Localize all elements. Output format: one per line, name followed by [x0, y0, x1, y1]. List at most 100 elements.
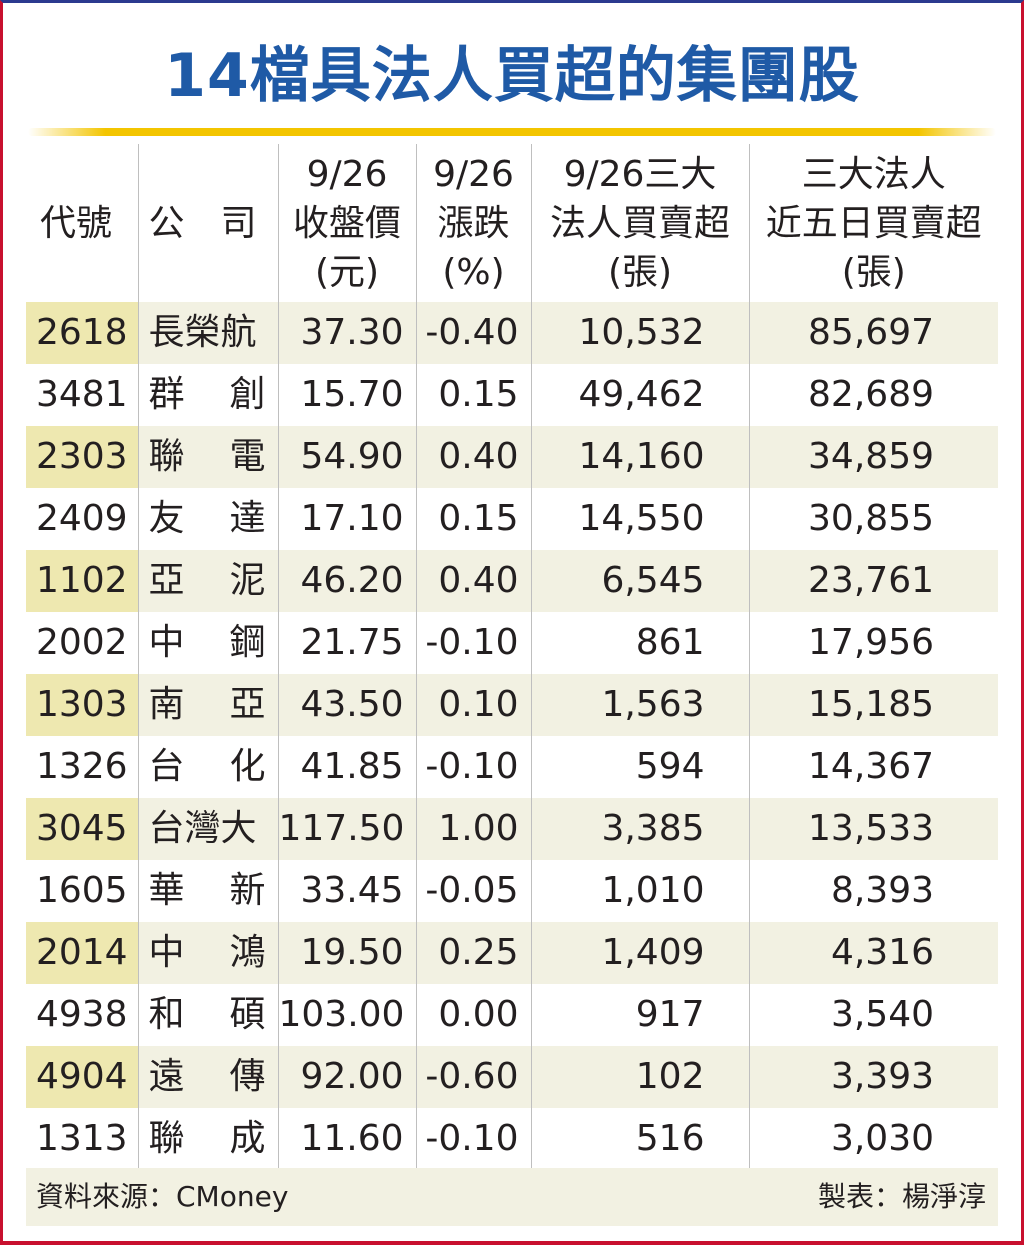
- company-name-part: 鴻: [229, 932, 266, 973]
- company-name: 遠傳: [138, 1046, 279, 1108]
- change-pct: 0.40: [416, 426, 532, 488]
- company-name: 友達: [138, 488, 279, 550]
- header-company: 公 司: [138, 144, 279, 302]
- institutional-net: 516: [531, 1108, 750, 1170]
- header-line: (張): [841, 251, 906, 293]
- table-header-row: 代號 公 司 9/26 收盤價 (元) 9/26 漲跌 (%) 9/26三大 法…: [26, 144, 998, 302]
- company-name: 亞泥: [138, 550, 279, 612]
- company-name-part: 台灣大: [148, 808, 257, 849]
- five-day-net: 85,697: [749, 302, 998, 364]
- header-line: (元): [314, 251, 380, 293]
- institutional-net: 1,563: [531, 674, 750, 736]
- institutional-net: 3,385: [531, 798, 750, 860]
- company-name-part: 電: [229, 436, 266, 477]
- company-name-part: 泥: [229, 560, 266, 601]
- close-price: 41.85: [278, 736, 417, 798]
- table-row: 3045 台灣大 117.50 1.00 3,385 13,533: [26, 798, 998, 860]
- stock-code: 4904: [26, 1046, 139, 1108]
- close-price: 33.45: [278, 860, 417, 922]
- header-line: 9/26: [306, 153, 388, 195]
- header-close-price: 9/26 收盤價 (元): [278, 144, 417, 302]
- company-name-part: 新: [229, 870, 266, 911]
- header-company-char: 司: [220, 202, 257, 244]
- table-row: 2618 長榮航 37.30 -0.40 10,532 85,697: [26, 302, 998, 364]
- stock-code: 1605: [26, 860, 139, 922]
- company-name-part: 創: [229, 374, 266, 415]
- five-day-net: 13,533: [749, 798, 998, 860]
- header-line: 9/26: [433, 153, 514, 195]
- table-row: 1313 聯成 11.60 -0.10 516 3,030: [26, 1108, 998, 1170]
- company-name-part: 碩: [229, 994, 266, 1035]
- table-row: 1326 台化 41.85 -0.10 594 14,367: [26, 736, 998, 798]
- header-line: 漲跌: [437, 202, 510, 244]
- table-row: 2303 聯電 54.90 0.40 14,160 34,859: [26, 426, 998, 488]
- five-day-net: 23,761: [749, 550, 998, 612]
- company-name: 台化: [138, 736, 279, 798]
- five-day-net: 82,689: [808, 374, 934, 415]
- table-row: 2014 中鴻 19.50 0.25 1,409 4,316: [26, 922, 998, 984]
- stock-code: 1313: [26, 1108, 139, 1170]
- header-code: 代號: [26, 144, 139, 302]
- company-name-part: 鋼: [229, 622, 266, 663]
- five-day-net: 14,367: [808, 746, 934, 787]
- company-name-part: 長榮航: [148, 312, 257, 353]
- change-pct: 0.40: [416, 550, 532, 612]
- company-name-part: 中: [148, 932, 185, 973]
- change-pct: -0.40: [416, 302, 532, 364]
- stock-code: 2618: [26, 302, 139, 364]
- company-name-part: 群: [148, 374, 185, 415]
- institutional-net: 49,462: [531, 364, 750, 426]
- company-name: 群創: [138, 364, 279, 426]
- company-name: 中鋼: [138, 612, 279, 674]
- company-name-part: 化: [229, 746, 266, 787]
- table-row: 1303 南亞 43.50 0.10 1,563 15,185: [26, 674, 998, 736]
- stock-code: 4938: [26, 984, 139, 1046]
- close-price: 17.10: [278, 488, 417, 550]
- page-title: 14檔具法人買超的集團股: [164, 41, 860, 111]
- close-price: 117.50: [278, 798, 417, 860]
- close-price: 37.30: [278, 302, 417, 364]
- header-line: 近五日買賣超: [765, 202, 982, 244]
- company-name-part: 中: [148, 622, 185, 663]
- company-name-part: 遠: [148, 1056, 185, 1097]
- change-pct: 0.10: [416, 674, 532, 736]
- company-name-part: 華: [148, 870, 185, 911]
- table-row: 3481 群創 15.70 0.15 49,462 82,689: [26, 364, 998, 426]
- company-name-part: 聯: [148, 436, 185, 477]
- company-name: 和碩: [138, 984, 279, 1046]
- company-name-part: 傳: [229, 1056, 266, 1097]
- stock-code: 2409: [26, 488, 139, 550]
- header-line: (張): [607, 251, 673, 293]
- change-pct: 0.25: [416, 922, 532, 984]
- table-row: 2409 友達 17.10 0.15 14,550 30,855: [26, 488, 998, 550]
- close-price: 54.90: [278, 426, 417, 488]
- header-line: (%): [442, 251, 505, 293]
- table-row: 2002 中鋼 21.75 -0.10 861 17,956: [26, 612, 998, 674]
- table-row: 1605 華新 33.45 -0.05 1,010 8,393: [26, 860, 998, 922]
- stock-code: 1102: [26, 550, 139, 612]
- five-day-net: 3,540: [830, 994, 934, 1035]
- company-name: 聯成: [138, 1108, 279, 1170]
- institutional-net: 1,409: [531, 922, 750, 984]
- five-day-net: 30,855: [808, 498, 934, 539]
- company-name: 長榮航: [138, 302, 279, 364]
- header-line: 9/26三大: [563, 153, 717, 195]
- five-day-net: 4,316: [749, 922, 998, 984]
- institutional-net: 102: [531, 1046, 750, 1108]
- company-name: 南亞: [138, 674, 279, 736]
- change-pct: 1.00: [416, 798, 532, 860]
- close-price: 15.70: [278, 364, 417, 426]
- five-day-net: 17,956: [808, 622, 934, 663]
- five-day-net: 3,030: [830, 1118, 934, 1159]
- institutional-net: 594: [531, 736, 750, 798]
- change-pct: 0.15: [416, 364, 532, 426]
- table-row: 4938 和碩 103.00 0.00 917 3,540: [26, 984, 998, 1046]
- five-day-net: 34,859: [749, 426, 998, 488]
- institutional-net: 1,010: [531, 860, 750, 922]
- change-pct: -0.60: [416, 1046, 532, 1108]
- company-name-part: 達: [229, 498, 266, 539]
- table-body: 2618 長榮航 37.30 -0.40 10,532 85,697 3481 群創 15.70…: [26, 302, 998, 1170]
- header-line: 收盤價: [292, 202, 401, 244]
- company-name-part: 和: [148, 994, 185, 1035]
- company-name-part: 亞: [148, 560, 185, 601]
